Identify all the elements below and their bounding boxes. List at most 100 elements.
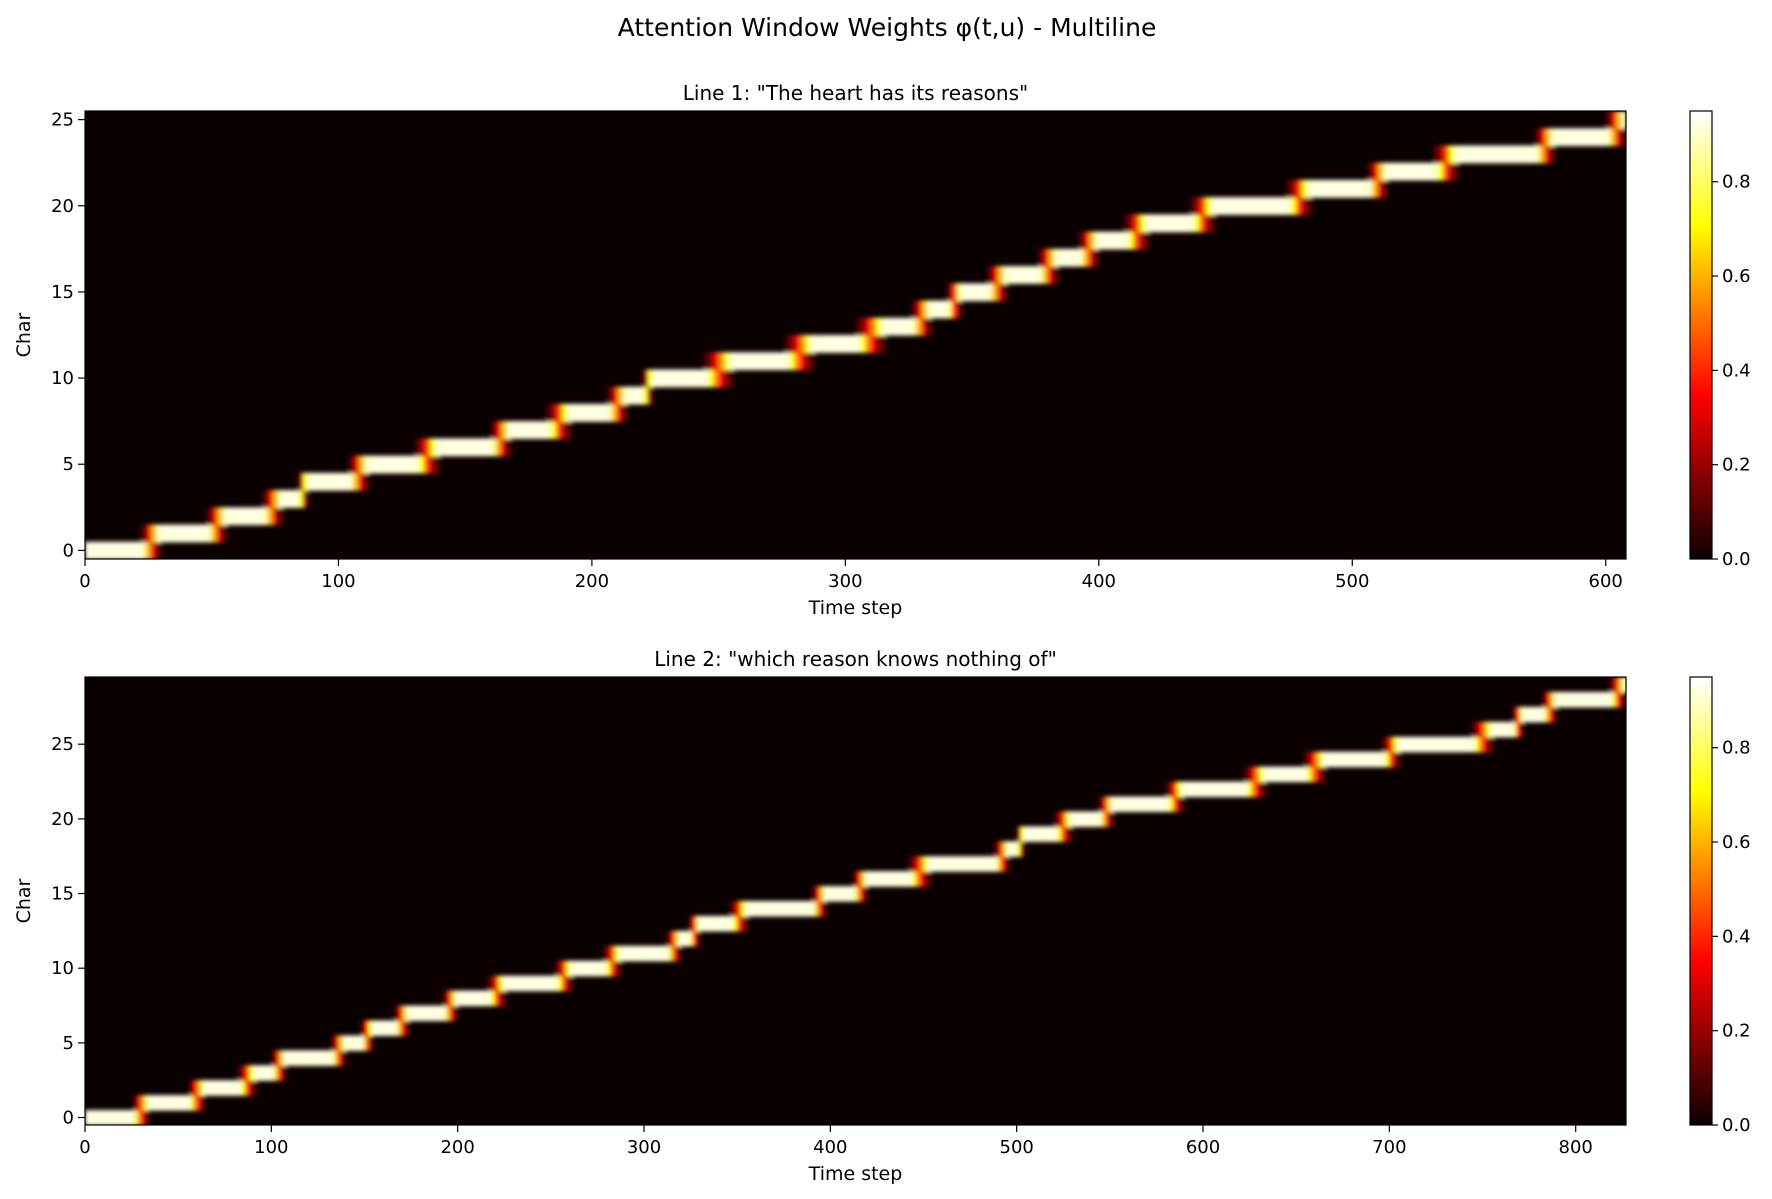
heatmap-cell — [998, 856, 1003, 872]
heatmap-cell — [718, 352, 725, 371]
heatmap-cell — [1083, 811, 1089, 827]
heatmap-cell — [118, 1110, 123, 1125]
heatmap-cell — [588, 960, 593, 977]
heatmap-cell — [1266, 197, 1272, 215]
heatmap-cell — [1549, 128, 1556, 147]
heatmap-cell — [1471, 736, 1476, 753]
heatmap-cell — [688, 915, 694, 932]
heatmap-cell — [446, 1005, 451, 1022]
x-tick-label: 200 — [440, 1137, 474, 1158]
heatmap-cell — [379, 1020, 384, 1036]
heatmap-cell — [550, 975, 556, 992]
heatmap-cell — [1007, 266, 1014, 284]
heatmap-cell — [107, 1110, 112, 1125]
heatmap-cell — [977, 283, 983, 302]
heatmap-cell — [502, 975, 507, 992]
heatmap-cell — [916, 871, 921, 887]
heatmap-cell — [1220, 197, 1227, 215]
heatmap-cell — [852, 871, 858, 887]
heatmap-cell — [1195, 197, 1201, 215]
heatmap-cell — [111, 1110, 116, 1125]
heatmap-cell — [845, 886, 850, 902]
heatmap-cell — [271, 1065, 276, 1081]
heatmap-cell — [163, 1095, 168, 1111]
heatmap-cell — [967, 283, 973, 302]
heatmap-cell — [1527, 706, 1532, 723]
heatmap-cell — [547, 975, 552, 992]
heatmap-cell — [301, 1050, 306, 1066]
heatmap-cell — [1508, 721, 1513, 738]
heatmap-cell — [405, 1005, 410, 1022]
heatmap-cell — [485, 438, 492, 457]
heatmap-cell — [541, 421, 547, 439]
x-tick-label: 800 — [1559, 1137, 1593, 1158]
heatmap-cell — [1001, 856, 1007, 872]
colorbar-tick-label: 0.8 — [1722, 738, 1751, 759]
heatmap-cell — [681, 930, 686, 947]
heatmap-cell — [740, 901, 746, 917]
heatmap-cell — [807, 901, 813, 917]
heatmap-cell — [1620, 111, 1626, 129]
heatmap-cell — [1188, 781, 1193, 798]
heatmap-cell — [328, 472, 334, 491]
x-tick-label: 300 — [627, 1137, 661, 1158]
heatmap-cell — [1316, 179, 1323, 198]
heatmap-cell — [1042, 826, 1048, 842]
heatmap-cell — [781, 901, 787, 917]
y-tick-label: 15 — [51, 884, 74, 905]
heatmap-cell — [1568, 691, 1573, 708]
heatmap-cell — [875, 317, 882, 336]
heatmap-cell — [1307, 751, 1312, 768]
heatmap-cell — [607, 403, 613, 422]
heatmap-cell — [494, 975, 500, 992]
heatmap-cell — [708, 352, 715, 371]
heatmap-cell — [278, 1065, 284, 1081]
heatmap-cell — [1255, 766, 1260, 783]
heatmap-cell — [1620, 128, 1626, 147]
heatmap-cell — [1331, 179, 1338, 198]
heatmap-cell — [1501, 721, 1506, 738]
heatmap-cell — [1453, 162, 1460, 181]
heatmap-cell — [794, 335, 801, 353]
heatmap-cell — [804, 352, 811, 371]
heatmap-cell — [193, 1095, 198, 1111]
heatmap-cell — [912, 856, 917, 872]
heatmap-cell — [551, 403, 558, 422]
heatmap-cell — [1121, 796, 1126, 812]
heatmap-cell — [487, 975, 492, 992]
heatmap-cell — [982, 283, 988, 302]
heatmap-cell — [990, 856, 995, 872]
heatmap-cell — [1321, 179, 1328, 198]
heatmap-cell — [1555, 128, 1561, 147]
heatmap-cell — [1050, 826, 1055, 842]
heatmap-cell — [642, 369, 649, 388]
heatmap-cell — [662, 945, 667, 962]
heatmap-cell — [743, 352, 750, 371]
heatmap-cell — [505, 438, 512, 457]
heatmap-cell — [262, 490, 269, 508]
heatmap-cell — [1609, 691, 1614, 708]
heatmap-cell — [419, 438, 426, 457]
heatmap-cell — [1258, 781, 1264, 798]
heatmap-cell — [1314, 751, 1320, 768]
heatmap-cell — [1162, 796, 1167, 812]
heatmap-cell — [733, 915, 738, 932]
heatmap-cell — [200, 1080, 205, 1096]
heatmap-cell — [688, 369, 694, 388]
heatmap-cell — [1195, 781, 1200, 798]
heatmap-cell — [1415, 736, 1420, 753]
y-tick-label: 10 — [51, 368, 74, 389]
heatmap-cell — [713, 369, 720, 388]
heatmap-cell — [1009, 841, 1014, 857]
heatmap-cell — [581, 403, 588, 422]
heatmap-cell — [267, 490, 274, 508]
heatmap-cell — [216, 524, 223, 543]
heatmap-cell — [272, 490, 279, 508]
heatmap-cell — [100, 541, 106, 559]
heatmap-cell — [1094, 811, 1100, 827]
heatmap-cell — [1124, 214, 1130, 233]
heatmap-cell — [1251, 781, 1256, 798]
heatmap-cell — [1210, 197, 1217, 215]
heatmap-cell — [860, 871, 865, 887]
heatmap-cell — [1422, 736, 1428, 753]
